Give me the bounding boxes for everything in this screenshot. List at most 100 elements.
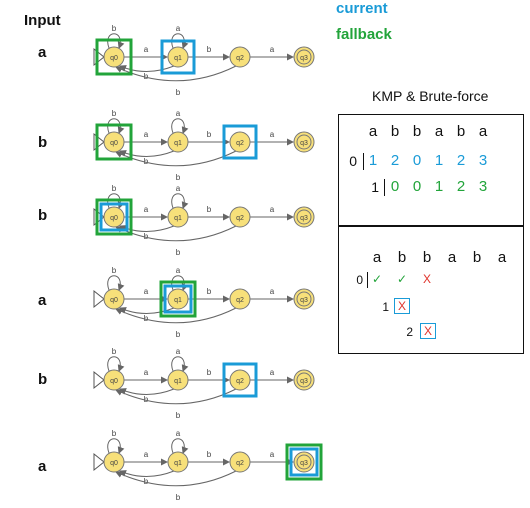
state-label: q2 xyxy=(236,460,244,467)
state-node xyxy=(167,288,189,310)
fallback-highlight xyxy=(95,198,133,236)
transition-label: b xyxy=(207,368,212,377)
input-symbol: a xyxy=(38,292,47,309)
fallback-highlight xyxy=(95,38,133,76)
current-highlight xyxy=(99,202,129,232)
start-marker xyxy=(93,207,105,227)
pattern-char: a xyxy=(478,123,488,140)
kmp-value: 2 xyxy=(456,152,466,169)
current-highlight xyxy=(163,284,193,314)
state-node xyxy=(167,206,189,228)
transition-label: a xyxy=(176,24,181,33)
current-highlight xyxy=(160,39,196,75)
state-label: q3 xyxy=(300,378,308,385)
pattern-char: b xyxy=(397,249,407,266)
bf-row-index: 1 xyxy=(382,300,389,314)
state-label: q0 xyxy=(110,140,118,147)
start-marker xyxy=(93,289,105,309)
transition-label: b xyxy=(112,184,117,193)
final-state-ring xyxy=(296,134,312,150)
transition-label: b xyxy=(144,314,149,323)
fallback-highlight xyxy=(285,443,323,481)
legend-fallback: fallback xyxy=(336,26,392,43)
state-node xyxy=(103,288,125,310)
transition-label: b xyxy=(144,157,149,166)
transition-label: b xyxy=(112,347,117,356)
transition-label: b xyxy=(144,232,149,241)
transition-label: a xyxy=(144,450,149,459)
state-node xyxy=(229,288,251,310)
state-label: q3 xyxy=(300,55,308,62)
mismatch-mark: X xyxy=(420,323,436,339)
state-label: q2 xyxy=(236,55,244,62)
row-divider xyxy=(367,272,368,288)
back-transition-arrow xyxy=(119,388,175,395)
back-transition-arrow xyxy=(115,150,237,167)
kmp-value: 3 xyxy=(478,152,488,169)
back-transition-arrow xyxy=(115,307,237,324)
kmp-value: 2 xyxy=(390,152,400,169)
match-mark: ✓ xyxy=(371,272,383,286)
input-symbol: a xyxy=(38,44,47,61)
pattern-char: a xyxy=(372,249,382,266)
pattern-char: b xyxy=(422,249,432,266)
pattern-char: a xyxy=(447,249,457,266)
transition-label: a xyxy=(176,184,181,193)
state-node xyxy=(167,131,189,153)
state-label: q2 xyxy=(236,215,244,222)
pattern-char: a xyxy=(434,123,444,140)
automaton-step: a b a b a b b q0 q1 q2 q3 xyxy=(93,24,315,97)
self-loop-arrow xyxy=(107,33,125,49)
state-label: q0 xyxy=(110,215,118,222)
start-marker xyxy=(93,370,105,390)
self-loop-arrow xyxy=(107,118,125,134)
back-transition-arrow xyxy=(119,225,175,232)
self-loop-arrow xyxy=(107,356,125,372)
input-symbol: b xyxy=(38,134,48,151)
transition-label: b xyxy=(207,287,212,296)
fallback-highlight xyxy=(159,280,197,318)
self-loop-arrow xyxy=(171,356,189,372)
start-marker xyxy=(93,452,105,472)
kmp-value: 1 xyxy=(434,152,444,169)
automaton-step: a b a b a b b q0 q1 q2 q3 xyxy=(93,429,323,502)
pattern-char: b xyxy=(472,249,482,266)
kmp-value: 0 xyxy=(412,178,422,195)
state-label: q3 xyxy=(300,460,308,467)
state-label: q1 xyxy=(174,55,182,62)
pattern-char: b xyxy=(456,123,466,140)
mismatch-mark: X xyxy=(422,272,431,286)
state-node xyxy=(229,206,251,228)
final-state-ring xyxy=(296,291,312,307)
back-transition-arrow xyxy=(115,470,237,487)
kmp-value: 0 xyxy=(390,178,400,195)
state-label: q3 xyxy=(300,140,308,147)
row-divider xyxy=(384,179,385,196)
transition-label: b xyxy=(112,24,117,33)
state-node xyxy=(103,131,125,153)
transition-label: a xyxy=(270,450,275,459)
state-node xyxy=(103,369,125,391)
transition-label: b xyxy=(176,88,181,97)
transition-label: a xyxy=(270,130,275,139)
state-label: q2 xyxy=(236,140,244,147)
transition-label: b xyxy=(112,266,117,275)
automaton-step: a b a b a b b q0 q1 q2 q3 xyxy=(93,109,315,182)
transition-label: b xyxy=(207,45,212,54)
transition-label: a xyxy=(176,109,181,118)
state-label: q1 xyxy=(174,378,182,385)
back-transition-arrow xyxy=(119,470,175,477)
state-label: q0 xyxy=(110,297,118,304)
state-label: q1 xyxy=(174,297,182,304)
state-label: q3 xyxy=(300,297,308,304)
state-node xyxy=(229,369,251,391)
kmp-value: 1 xyxy=(434,178,444,195)
state-node xyxy=(103,206,125,228)
kmp-value: 0 xyxy=(412,152,422,169)
transition-label: a xyxy=(176,266,181,275)
state-label: q1 xyxy=(174,140,182,147)
state-label: q0 xyxy=(110,55,118,62)
